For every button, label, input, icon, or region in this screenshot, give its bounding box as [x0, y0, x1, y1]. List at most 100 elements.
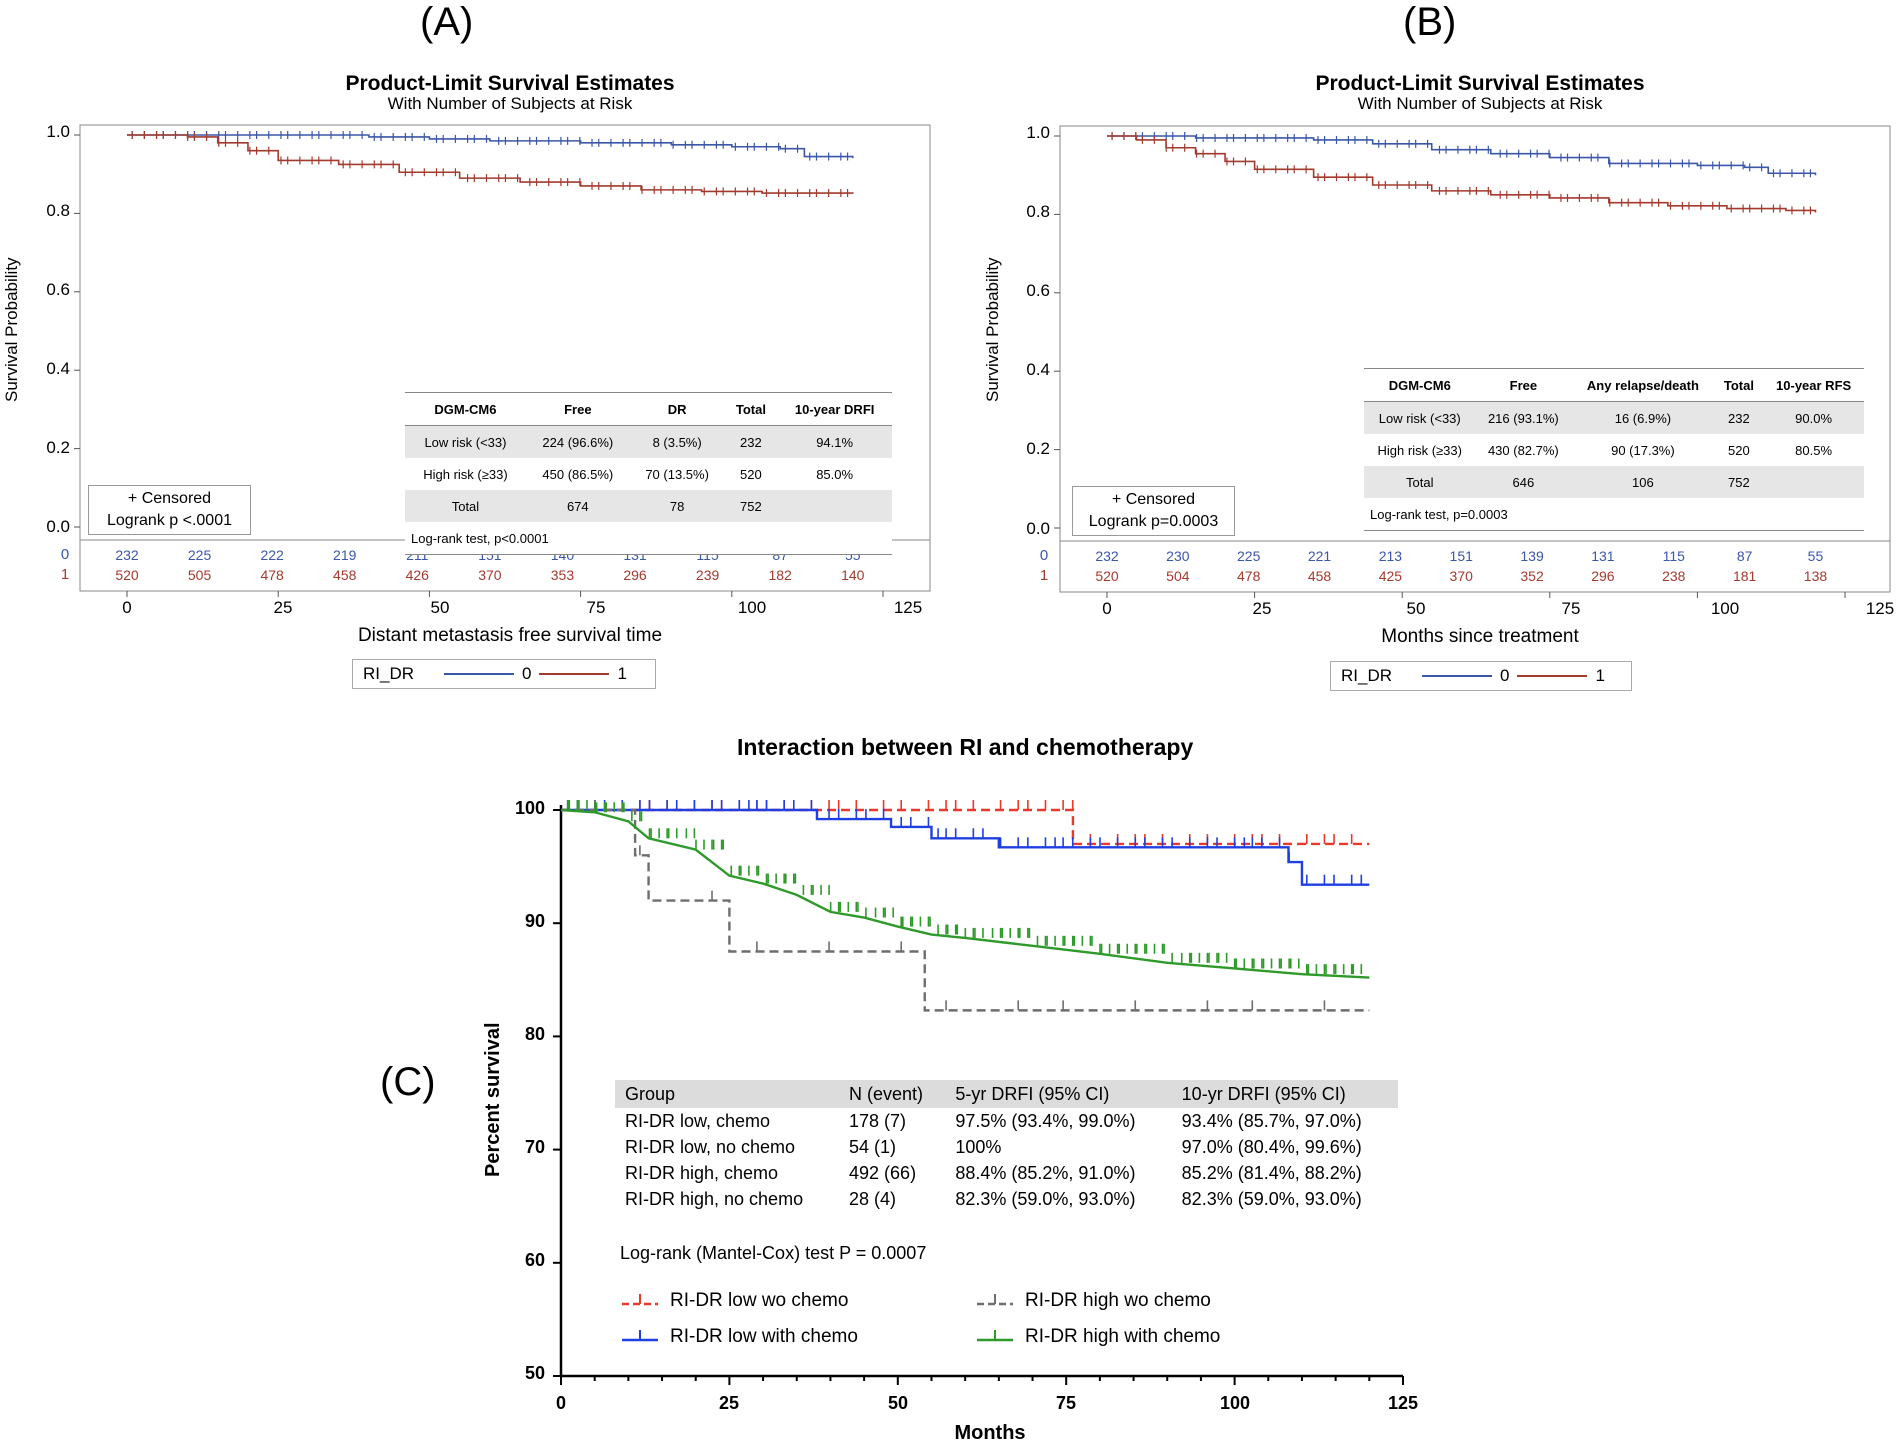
risk-count: 219	[333, 547, 357, 563]
table-cell: 520	[1728, 442, 1750, 458]
table-cell: 85.2% (81.4%, 88.2%)	[1181, 1162, 1362, 1183]
summary-table-b: DGM-CM6 Free Any relapse/death Total 10-…	[1364, 368, 1864, 531]
table-cell: High risk (≥33)	[423, 466, 508, 482]
risk-count: 232	[115, 547, 139, 563]
x-tick-b-1: 25	[1252, 599, 1272, 618]
risk-label-b-0: 0	[1039, 547, 1049, 564]
table-cell: 100%	[955, 1136, 1002, 1157]
table-cell: 90 (17.3%)	[1611, 442, 1675, 458]
summary-table-a: DGM-CM6 Free DR Total 10-year DRFI Low r…	[405, 392, 892, 555]
table-a-header: DR	[629, 392, 725, 426]
table-cell: Total	[1364, 466, 1476, 498]
y-tick-a-0: 0.0	[46, 517, 70, 536]
y-tick-b-4: 0.8	[1026, 202, 1050, 221]
table-b-header: Free	[1475, 368, 1572, 402]
table-row: RI-DR high, no chemo 28 (4) 82.3% (59.0%…	[615, 1186, 1398, 1212]
table-cell: 646	[1475, 466, 1572, 498]
table-b-header: Any relapse/death	[1571, 368, 1715, 402]
y-tick-a-1: 0.2	[46, 438, 70, 457]
chart-title-b: Product-Limit Survival Estimates	[1315, 72, 1645, 95]
risk-count: 230	[1166, 548, 1190, 564]
table-cell: 85.0%	[816, 466, 854, 482]
table-cell: 78	[629, 490, 725, 522]
table-cell: 232	[724, 425, 778, 458]
legend-item-0-a: 0	[522, 664, 532, 683]
table-cell: Low risk (<33)	[405, 425, 526, 458]
table-cell: 106	[1571, 466, 1715, 498]
y-tick-c-1: 60	[524, 1250, 545, 1270]
legend-line-1-a	[539, 673, 610, 675]
risk-count: 370	[478, 567, 502, 583]
risk-count: 140	[841, 567, 865, 583]
chart-title-a: Product-Limit Survival Estimates	[345, 72, 675, 95]
y-tick-b-0: 0.0	[1026, 519, 1050, 538]
x-tick-c-3: 75	[1055, 1393, 1077, 1413]
panel-label-a: (A)	[420, 0, 474, 44]
chart-title-c: Interaction between RI and chemotherapy	[737, 734, 1194, 760]
table-row: High risk (≥33) 450 (86.5%) 70 (13.5%) 5…	[405, 458, 892, 490]
table-cell: RI-DR low, no chemo	[625, 1136, 796, 1157]
x-tick-a-3: 75	[586, 598, 606, 617]
table-b-header: 10-year RFS	[1763, 368, 1864, 402]
risk-count: 352	[1520, 568, 1544, 584]
risk-count: 353	[550, 567, 575, 583]
legend-item-low-with: RI-DR low with chemo	[620, 1326, 858, 1348]
legend-swatch-high-wo	[977, 1294, 1013, 1306]
table-row: Low risk (<33) 216 (93.1%) 16 (6.9%) 232…	[1364, 401, 1864, 434]
x-tick-a-4: 100	[737, 598, 767, 617]
x-tick-b-3: 75	[1561, 599, 1581, 618]
table-cell: 752	[1714, 466, 1764, 498]
x-tick-a-1: 25	[273, 598, 293, 617]
table-c-header: 10-yr DRFI (95% CI)	[1171, 1080, 1398, 1108]
table-cell: 752	[724, 490, 778, 522]
table-footer-b: Log-rank test, p=0.0003	[1364, 498, 1864, 531]
table-cell: 97.0% (80.4%, 99.6%)	[1181, 1136, 1362, 1157]
table-b-header: Total	[1714, 368, 1764, 402]
risk-count: 296	[1591, 568, 1615, 584]
risk-count: 151	[1449, 548, 1473, 564]
y-tick-b-2: 0.4	[1026, 360, 1050, 379]
risk-count: 425	[1378, 568, 1403, 584]
table-cell: High risk (≥33)	[1377, 442, 1462, 458]
risk-count: 478	[1237, 568, 1261, 584]
legend-item-0-b: 0	[1500, 666, 1510, 685]
survival-curve-c	[560, 808, 1370, 979]
logrank-text-c: Log-rank (Mantel-Cox) test P = 0.0007	[620, 1243, 927, 1263]
risk-count: 504	[1166, 568, 1190, 584]
legend-line-0-b	[1422, 675, 1493, 677]
legend-item-high-wo: RI-DR high wo chemo	[975, 1290, 1211, 1312]
table-cell: 82.3% (59.0%, 93.0%)	[955, 1188, 1136, 1209]
table-a-header: Total	[724, 392, 778, 426]
y-tick-b-3: 0.6	[1026, 281, 1050, 300]
risk-count: 520	[1095, 568, 1119, 584]
table-footer-a: Log-rank test, p<0.0001	[405, 522, 892, 555]
table-cell: 90.0%	[1763, 401, 1864, 434]
plot-frame	[1059, 125, 1891, 593]
risk-count: 55	[1807, 548, 1824, 564]
x-axis-label-b: Months since treatment	[1381, 626, 1579, 647]
table-cell: 492 (66)	[849, 1162, 917, 1183]
plot-frame	[79, 124, 931, 592]
legend-swatch-low-with	[622, 1330, 658, 1342]
table-cell: 94.1%	[777, 425, 892, 458]
x-tick-c-0: 0	[555, 1393, 566, 1413]
legend-label-high-wo: RI-DR high wo chemo	[1025, 1290, 1211, 1311]
table-cell: 80.5%	[1795, 442, 1833, 458]
survival-curve-0	[1107, 135, 1817, 176]
x-tick-b-4: 100	[1710, 599, 1740, 618]
y-tick-c-5: 100	[514, 798, 545, 818]
y-tick-a-3: 0.6	[46, 280, 70, 299]
risk-count: 182	[768, 567, 792, 583]
chart-subtitle-a: With Number of Subjects at Risk	[387, 94, 633, 113]
table-c-header: Group	[615, 1080, 840, 1108]
table-row: High risk (≥33) 430 (82.7%) 90 (17.3%) 5…	[1364, 434, 1864, 466]
risk-count: 225	[1237, 548, 1261, 564]
legend-item-1-b: 1	[1595, 666, 1605, 685]
table-cell: Low risk (<33)	[1364, 401, 1476, 434]
table-row: Low risk (<33) 224 (96.6%) 8 (3.5%) 232 …	[405, 425, 892, 458]
logrank-text-b: Logrank p=0.0003	[1088, 513, 1219, 530]
table-cell	[777, 490, 892, 522]
x-tick-b-2: 50	[1406, 599, 1426, 618]
censor-box-a: + Censored Logrank p <.0001	[88, 485, 251, 535]
table-cell: 16 (6.9%)	[1571, 401, 1715, 434]
